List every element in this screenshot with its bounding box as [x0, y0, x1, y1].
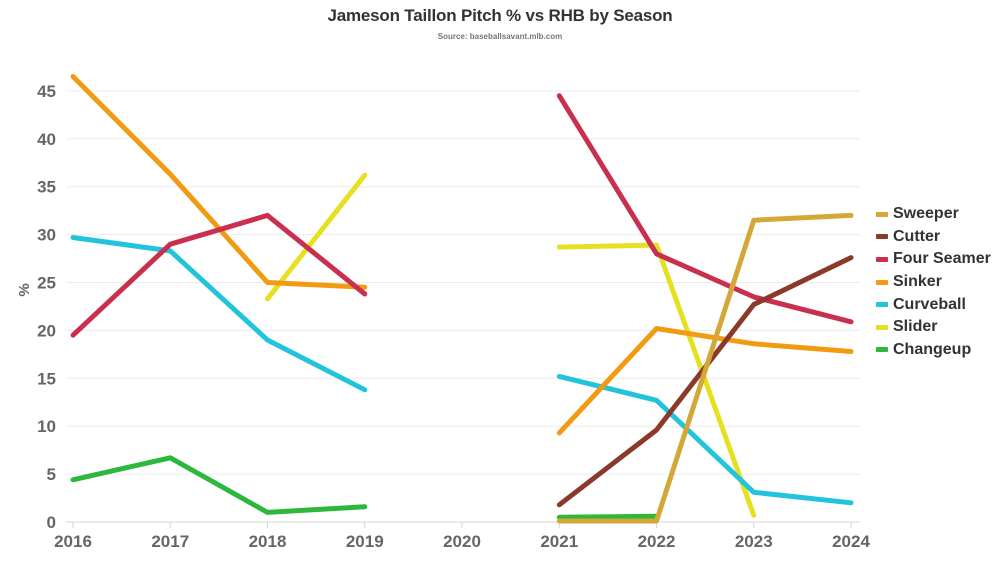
x-tick-label: 2019	[346, 532, 384, 551]
legend-item-four-seamer: Four Seamer	[876, 248, 991, 271]
chart-title: Jameson Taillon Pitch % vs RHB by Season	[327, 6, 673, 25]
chart-subtitle: Source: baseballsavant.mlb.com	[437, 32, 563, 41]
y-tick-label: 35	[37, 178, 56, 197]
series-line-slider	[556, 242, 757, 518]
x-tick-label: 2020	[443, 532, 481, 551]
legend-swatch-icon	[876, 234, 888, 240]
x-tick-label: 2016	[54, 532, 92, 551]
y-tick-label: 10	[37, 417, 56, 436]
series-line-curveball	[556, 373, 854, 506]
legend-item-sweeper: Sweeper	[876, 203, 991, 226]
gridlines	[66, 90, 860, 528]
x-axis-ticks: 2016 2017 2018 2019 2020 2021 2022 2023 2024	[54, 532, 870, 551]
x-tick-label: 2022	[638, 532, 676, 551]
legend-label: Slider	[893, 318, 938, 336]
y-tick-label: 0	[47, 513, 56, 532]
legend-swatch-icon	[876, 302, 888, 308]
legend-swatch-icon	[876, 279, 888, 285]
legend-label: Cutter	[893, 227, 941, 245]
legend-swatch-icon	[876, 347, 888, 353]
legend-item-cutter: Cutter	[876, 226, 991, 249]
y-tick-label: 25	[37, 274, 56, 293]
legend-label: Changeup	[893, 340, 972, 358]
x-tick-label: 2021	[540, 532, 578, 551]
y-tick-label: 30	[37, 226, 56, 245]
legend-item-changeup: Changeup	[876, 339, 991, 362]
y-tick-label: 40	[37, 130, 56, 149]
y-tick-label: 15	[37, 369, 56, 388]
series-line-curveball	[70, 235, 368, 393]
legend-label: Sinker	[893, 273, 942, 291]
legend-swatch-icon	[876, 211, 888, 217]
y-tick-label: 5	[47, 465, 56, 484]
series-line-changeup	[70, 455, 368, 515]
series-line-slider	[265, 172, 368, 302]
series-line-four-seamer	[70, 212, 368, 338]
legend-swatch-icon	[876, 256, 888, 262]
series-line-sinker	[556, 326, 854, 436]
y-axis-ticks: 0 5 10 15 20 25 30 35 40 45	[37, 82, 56, 532]
legend-label: Sweeper	[893, 205, 959, 223]
legend-label: Four Seamer	[893, 250, 991, 268]
legend-item-sinker: Sinker	[876, 271, 991, 294]
series-line-four-seamer	[556, 93, 854, 325]
series-line-sweeper	[556, 212, 854, 524]
legend-swatch-icon	[876, 324, 888, 330]
y-tick-label: 45	[37, 82, 56, 101]
x-tick-label: 2018	[249, 532, 287, 551]
x-tick-label: 2017	[151, 532, 189, 551]
x-tick-label: 2023	[735, 532, 773, 551]
legend-label: Curveball	[893, 295, 966, 313]
x-tick-label: 2024	[832, 532, 870, 551]
y-tick-label: 20	[37, 321, 56, 340]
series-lines	[70, 74, 854, 524]
y-axis-label: %	[16, 283, 33, 296]
chart-legend: Sweeper Cutter Four Seamer Sinker Curveball S…	[876, 203, 991, 361]
legend-item-curveball: Curveball	[876, 293, 991, 316]
series-line-changeup	[556, 513, 659, 520]
legend-item-slider: Slider	[876, 316, 991, 339]
